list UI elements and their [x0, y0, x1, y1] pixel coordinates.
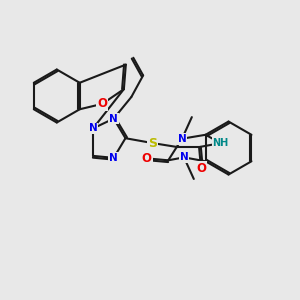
Text: S: S	[148, 136, 158, 150]
Text: O: O	[97, 98, 107, 110]
Text: N: N	[89, 123, 98, 134]
Text: N: N	[178, 134, 186, 144]
Text: N: N	[109, 153, 118, 163]
Text: N: N	[109, 114, 118, 124]
Text: N: N	[180, 152, 188, 162]
Text: NH: NH	[212, 138, 229, 148]
Text: O: O	[142, 152, 152, 165]
Text: O: O	[196, 162, 206, 175]
